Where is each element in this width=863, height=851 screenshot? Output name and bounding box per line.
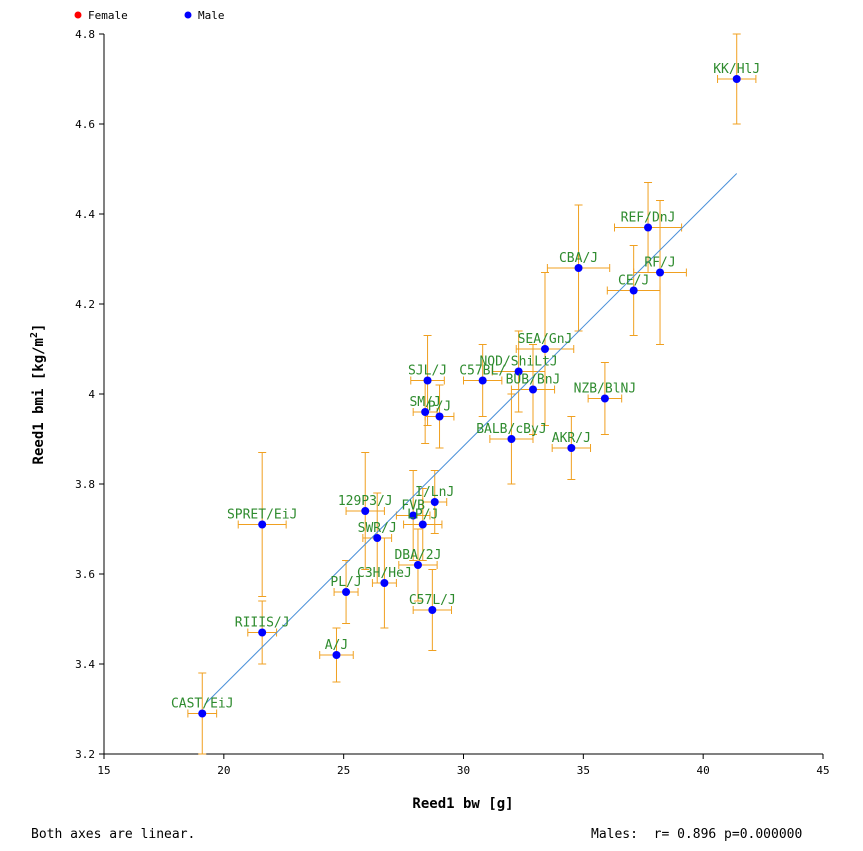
fit-line [204, 173, 738, 705]
point-label: DBA/2J [394, 548, 441, 563]
x-axis-title: Reed1 bw [g] [412, 796, 513, 812]
point-label: I/LnJ [415, 485, 454, 500]
data-points [198, 75, 741, 718]
point-label: SWR/J [358, 521, 397, 536]
y-axis-title-main: Reed1 bmi [kg/m [31, 338, 47, 464]
legend-male-marker [184, 11, 192, 19]
y-axis-title-sup: 2 [29, 332, 40, 338]
data-point [435, 412, 444, 421]
x-tick-label: 45 [816, 764, 829, 777]
data-point [644, 223, 653, 232]
y-tick-label: 3.6 [75, 568, 95, 581]
data-point [258, 520, 267, 529]
x-tick-label: 25 [337, 764, 350, 777]
data-point [413, 561, 422, 569]
point-label: RIIIS/J [235, 616, 290, 631]
point-label: RF/J [644, 256, 675, 271]
x-tick-label: 40 [697, 764, 710, 777]
point-label: C3H/HeJ [357, 566, 412, 581]
correlation-stats: Males: r= 0.896 p=0.000000 [591, 827, 803, 842]
data-point [430, 498, 439, 506]
data-point [361, 507, 370, 515]
point-label: SPRET/EiJ [227, 508, 297, 523]
data-point [567, 444, 576, 452]
point-label: P/J [428, 400, 451, 415]
point-label: C57L/J [409, 593, 456, 608]
axes-scale-note: Both axes are linear. [31, 827, 196, 842]
point-label: A/J [325, 638, 348, 653]
data-point [600, 394, 609, 403]
point-label: CBA/J [559, 251, 598, 266]
data-point [574, 264, 583, 272]
data-point [421, 408, 430, 416]
x-tick-label: 15 [97, 764, 110, 777]
error-bars [187, 33, 757, 755]
point-label: 129P3/J [338, 494, 393, 509]
point-label: KK/HlJ [713, 62, 760, 77]
y-tick-label: 3.8 [75, 478, 95, 491]
x-tick-label: 20 [217, 764, 230, 777]
data-point [198, 709, 207, 718]
point-label: AKR/J [552, 431, 591, 446]
data-point [342, 588, 351, 596]
point-label: NOD/ShiLtJ [479, 355, 557, 370]
data-point [507, 435, 516, 443]
point-label: SEA/GnJ [518, 332, 573, 347]
point-labels: KK/HlJ REF/DnJ RF/J CBA/J CE/J SEA/GnJ NOD/Shi… [171, 62, 760, 712]
legend-female-label: Female [88, 9, 128, 22]
point-label: NZB/BlNJ [574, 382, 637, 397]
y-tick-label: 4.4 [75, 208, 95, 221]
data-point [332, 651, 341, 659]
data-point [656, 268, 665, 277]
point-label: SJL/J [408, 364, 447, 379]
point-label: REF/DnJ [621, 211, 676, 226]
x-tick-label: 30 [457, 764, 470, 777]
point-label: BALB/cByJ [476, 422, 546, 437]
data-point [478, 376, 487, 385]
legend-female-marker [74, 11, 82, 19]
point-label: CAST/EiJ [171, 697, 234, 712]
data-point [418, 520, 427, 529]
data-point [258, 628, 267, 637]
data-point [529, 385, 538, 394]
data-point [514, 367, 523, 376]
y-tick-label: 3.4 [75, 658, 95, 671]
legend-male-label: Male [198, 9, 225, 22]
y-tick-label: 4.2 [75, 298, 95, 311]
axes: 15 20 25 30 35 40 45 3.2 3.4 3.6 3.8 4 4.2 4.4 4.6 4.8 [75, 28, 830, 777]
y-tick-label: 4.8 [75, 28, 95, 41]
point-label: CE/J [618, 274, 649, 289]
data-point [380, 579, 389, 587]
data-point [629, 286, 638, 295]
y-axis-title: Reed1 bmi [kg/m2] [29, 324, 47, 465]
point-label: LP/J [407, 508, 438, 523]
point-label: C57BL/ [459, 364, 506, 379]
regression-line [204, 173, 738, 705]
data-point [373, 534, 382, 542]
y-tick-label: 4.6 [75, 118, 95, 131]
point-label: PL/J [330, 575, 361, 590]
data-point [540, 345, 549, 353]
data-point [732, 75, 741, 83]
point-label: BUB/BnJ [506, 373, 561, 388]
y-tick-label: 3.2 [75, 748, 95, 761]
point-label: SM/J [409, 395, 440, 410]
legend: Female Male [74, 9, 225, 22]
x-tick-label: 35 [577, 764, 590, 777]
data-point [409, 511, 418, 520]
data-point [423, 376, 432, 385]
y-tick-label: 4 [88, 388, 95, 401]
point-label: FVB [401, 499, 425, 514]
y-axis-title-end: ] [31, 324, 47, 332]
data-point [428, 606, 437, 614]
